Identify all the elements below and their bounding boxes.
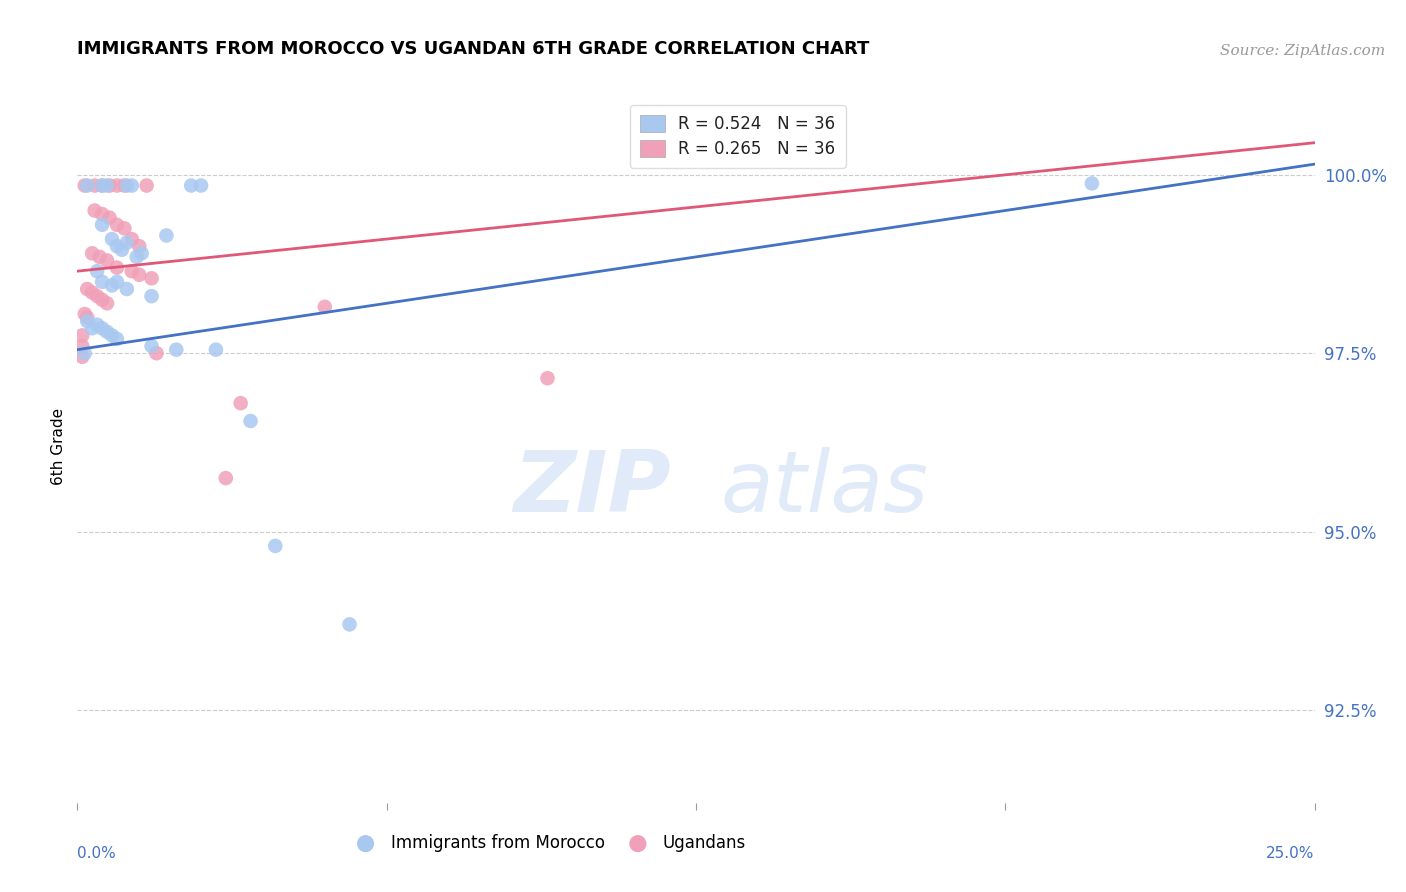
Point [105,178,128,193]
Point [215,471,238,485]
Point [96,178,118,193]
Point [72,328,94,343]
Point [101,328,124,343]
Point [98,211,121,225]
Text: 0.0%: 0.0% [77,846,117,861]
Point [141,289,163,303]
Point [229,396,252,410]
Point [72,339,94,353]
Point [145,346,167,360]
Point [125,250,148,264]
Point [111,243,134,257]
Point [82,321,104,335]
Point [121,232,143,246]
Point [205,343,228,357]
Point [91,275,114,289]
Point [112,178,135,193]
Point [76,310,98,325]
Text: Source: ZipAtlas.com: Source: ZipAtlas.com [1219,44,1385,58]
Point [115,235,138,250]
Point [105,275,128,289]
Point [135,178,157,193]
Point [131,246,153,260]
Point [105,260,128,275]
Point [82,246,104,260]
Point [155,228,177,243]
Point [89,250,111,264]
Point [190,178,212,193]
Point [83,203,105,218]
Point [86,289,108,303]
Point [76,314,98,328]
Point [101,232,124,246]
Point [86,264,108,278]
Point [76,282,98,296]
Point [141,339,163,353]
Point [91,178,114,193]
Point [105,218,128,232]
Point [91,293,114,307]
Point [91,218,114,232]
Point [121,264,143,278]
Legend: Immigrants from Morocco, Ugandans: Immigrants from Morocco, Ugandans [342,828,752,859]
Point [96,325,118,339]
Point [72,350,94,364]
Point [536,371,558,385]
Point [339,617,361,632]
Text: ZIP: ZIP [513,447,671,531]
Y-axis label: 6th Grade: 6th Grade [51,408,66,484]
Point [1081,177,1104,191]
Point [96,253,118,268]
Point [180,178,202,193]
Point [115,282,138,296]
Point [91,178,114,193]
Point [82,285,104,300]
Point [73,307,96,321]
Point [128,268,150,282]
Point [101,278,124,293]
Point [121,178,143,193]
Point [112,221,135,235]
Point [91,321,114,335]
Point [239,414,262,428]
Point [105,332,128,346]
Point [165,343,187,357]
Point [91,207,114,221]
Point [141,271,163,285]
Point [86,318,108,332]
Point [105,239,128,253]
Point [76,178,98,193]
Point [96,296,118,310]
Point [73,178,96,193]
Text: IMMIGRANTS FROM MOROCCO VS UGANDAN 6TH GRADE CORRELATION CHART: IMMIGRANTS FROM MOROCCO VS UGANDAN 6TH G… [77,40,870,58]
Text: 25.0%: 25.0% [1267,846,1315,861]
Point [314,300,336,314]
Point [98,178,121,193]
Point [115,178,138,193]
Text: atlas: atlas [721,447,929,531]
Point [73,346,96,360]
Point [83,178,105,193]
Point [264,539,287,553]
Point [128,239,150,253]
